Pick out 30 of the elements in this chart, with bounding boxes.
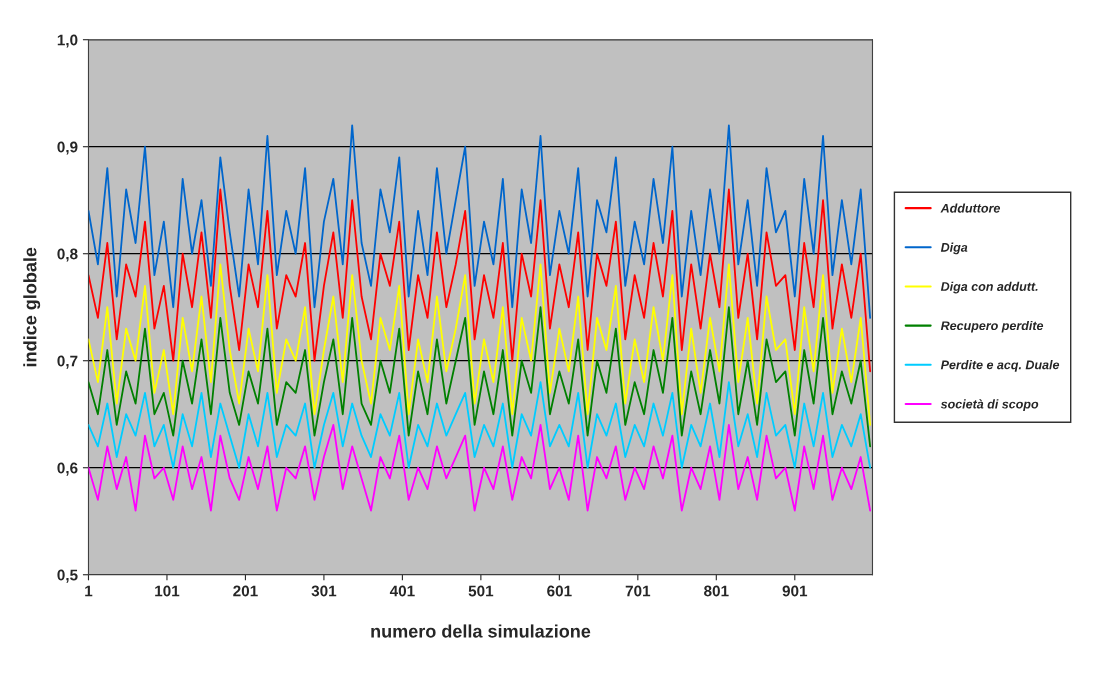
x-tick-label: 1: [85, 585, 93, 597]
x-axis-title: numero della simulazione: [371, 624, 591, 638]
legend-label: Diga con addutt.: [940, 281, 1038, 294]
y-tick-label: 1,0: [57, 34, 78, 48]
legend-label: Diga: [940, 242, 968, 255]
legend-label: società di scopo: [940, 399, 1039, 411]
line-series: [88, 424, 872, 512]
x-tick-label: 501: [468, 585, 494, 597]
y-tick-label: 0,7: [57, 355, 78, 369]
x-tick-label: 901: [782, 585, 808, 597]
y-axis-title: indice globale: [23, 247, 41, 367]
x-tick-label: 801: [704, 585, 729, 597]
line-series: [88, 306, 872, 448]
line-series: [88, 381, 872, 469]
y-tick-label: 0,6: [57, 462, 78, 476]
y-tick-label: 0,9: [57, 141, 78, 155]
y-tick-label: 0,5: [57, 569, 78, 583]
legend-label: Adduttore: [940, 203, 1001, 213]
legend-label: Recupero perdite: [940, 320, 1044, 333]
line-series: [88, 188, 872, 373]
legend-label: Perdite e acq. Duale: [940, 360, 1060, 372]
x-tick-label: 201: [233, 585, 258, 597]
line-series: [88, 263, 872, 426]
y-tick-label: 0,8: [57, 248, 78, 262]
x-tick-label: 601: [547, 585, 572, 597]
x-tick-label: 401: [389, 585, 415, 597]
line-series: [88, 124, 872, 319]
x-tick-label: 101: [155, 585, 180, 597]
x-tick-label: 701: [625, 585, 651, 597]
x-tick-label: 301: [311, 585, 337, 597]
